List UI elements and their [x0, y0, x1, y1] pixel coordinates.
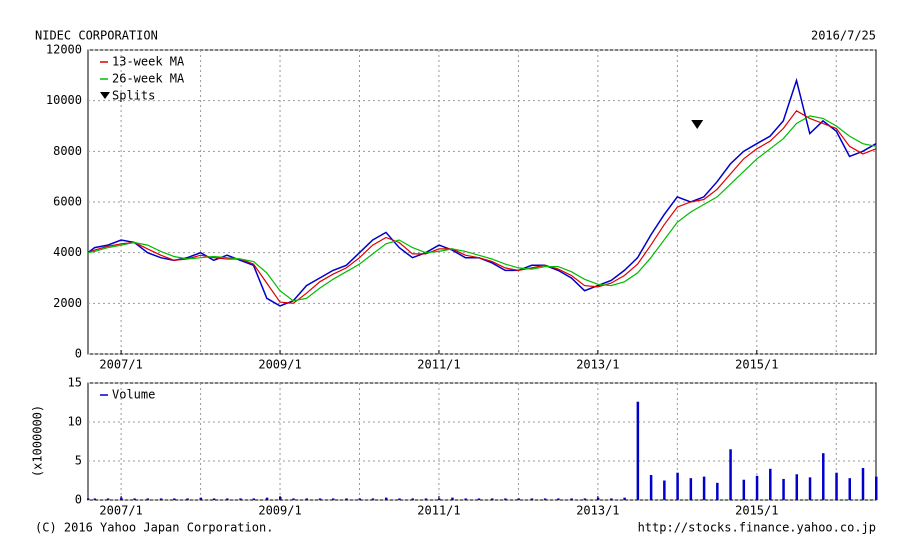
x-tick-label: 2009/1 [258, 504, 301, 518]
volume-bar [437, 498, 441, 500]
legend-swatch [100, 92, 110, 99]
volume-bar [490, 498, 494, 500]
volume-bar [782, 478, 785, 500]
x-tick-label: 2011/1 [417, 358, 460, 372]
y-tick-label: 4000 [53, 245, 82, 259]
series-line [87, 110, 877, 304]
x-tick-label: 2013/1 [576, 358, 619, 372]
volume-bar [332, 498, 335, 500]
x-tick-label: 2007/1 [99, 504, 142, 518]
series-line [87, 115, 877, 302]
volume-bar [384, 497, 388, 500]
volume-bar [424, 498, 428, 500]
volume-bar [716, 482, 719, 500]
x-tick-label: 2013/1 [576, 504, 619, 518]
volume-bar [477, 498, 481, 500]
volume-bar [265, 497, 269, 500]
volume-bar [729, 449, 732, 500]
legend-label: Volume [112, 388, 155, 402]
volume-bar [649, 475, 653, 500]
volume-bar [795, 474, 799, 500]
copyright: (C) 2016 Yahoo Japan Corporation. [35, 521, 273, 535]
x-tick-label: 2007/1 [99, 358, 142, 372]
volume-bar [146, 498, 150, 500]
volume-bar [596, 497, 600, 500]
volume-bar [212, 498, 216, 500]
volume-bar [636, 401, 640, 500]
volume-bar [861, 468, 865, 500]
volume-bar [159, 498, 163, 500]
volume-bar [875, 476, 878, 500]
volume-bar [411, 498, 414, 500]
y-tick-label: 10 [68, 415, 82, 429]
volume-bar [93, 498, 97, 500]
volume-bar [808, 477, 812, 500]
volume-bar [570, 498, 573, 500]
y-tick-label: 2000 [53, 296, 82, 310]
volume-bar [305, 498, 309, 500]
volume-bar [755, 475, 759, 500]
volume-bar [226, 498, 229, 500]
volume-bar [186, 498, 189, 500]
volume-bar [106, 498, 110, 500]
volume-bar [583, 498, 587, 500]
volume-bar [371, 498, 375, 500]
y-axis-label: (x1000000) [31, 405, 45, 477]
volume-bar [133, 498, 136, 500]
volume-bar [623, 497, 626, 500]
chart-title: NIDEC CORPORATION [35, 29, 158, 43]
y-tick-label: 12000 [46, 43, 82, 57]
y-tick-label: 10000 [46, 93, 82, 107]
volume-bar [120, 497, 123, 500]
volume-bar [742, 479, 746, 500]
split-marker [691, 120, 704, 129]
y-tick-label: 5 [75, 454, 82, 468]
volume-bar [848, 478, 852, 500]
volume-bar [610, 498, 613, 500]
volume-bar [318, 498, 322, 500]
volume-bar [517, 498, 520, 500]
y-tick-label: 0 [75, 347, 82, 361]
plot-area [87, 49, 877, 355]
volume-bar [199, 497, 203, 500]
y-tick-label: 6000 [53, 195, 82, 209]
y-tick-label: 15 [68, 376, 82, 390]
y-tick-label: 8000 [53, 144, 82, 158]
volume-bar [345, 498, 348, 500]
x-tick-label: 2015/1 [735, 358, 778, 372]
volume-bar [504, 498, 507, 500]
volume-bar [822, 453, 825, 500]
legend-label: 13-week MA [112, 55, 185, 69]
volume-bar [530, 498, 534, 500]
chart-date: 2016/7/25 [811, 29, 876, 43]
source-url: http://stocks.finance.yahoo.co.jp [638, 521, 876, 535]
x-tick-label: 2009/1 [258, 358, 301, 372]
volume-bar [676, 472, 679, 500]
x-tick-label: 2015/1 [735, 504, 778, 518]
volume-bar [835, 472, 838, 500]
volume-bar [663, 480, 666, 500]
legend-label: Splits [112, 89, 155, 103]
legend-label: 26-week MA [112, 72, 185, 86]
volume-bar [543, 498, 547, 500]
y-tick-label: 0 [75, 493, 82, 507]
volume-bar [358, 498, 361, 500]
volume-bar [464, 498, 467, 500]
volume-bar [769, 468, 772, 500]
volume-bar [87, 498, 90, 500]
volume-bar [557, 498, 560, 500]
x-tick-label: 2011/1 [417, 504, 460, 518]
volume-bar [689, 478, 693, 500]
volume-bar [279, 496, 282, 500]
volume-bar [451, 497, 454, 500]
volume-bar [239, 498, 242, 500]
volume-bar [252, 498, 256, 500]
volume-bar [702, 476, 706, 500]
volume-bar [292, 498, 295, 500]
volume-bar [398, 498, 401, 500]
volume-bar [173, 498, 176, 500]
